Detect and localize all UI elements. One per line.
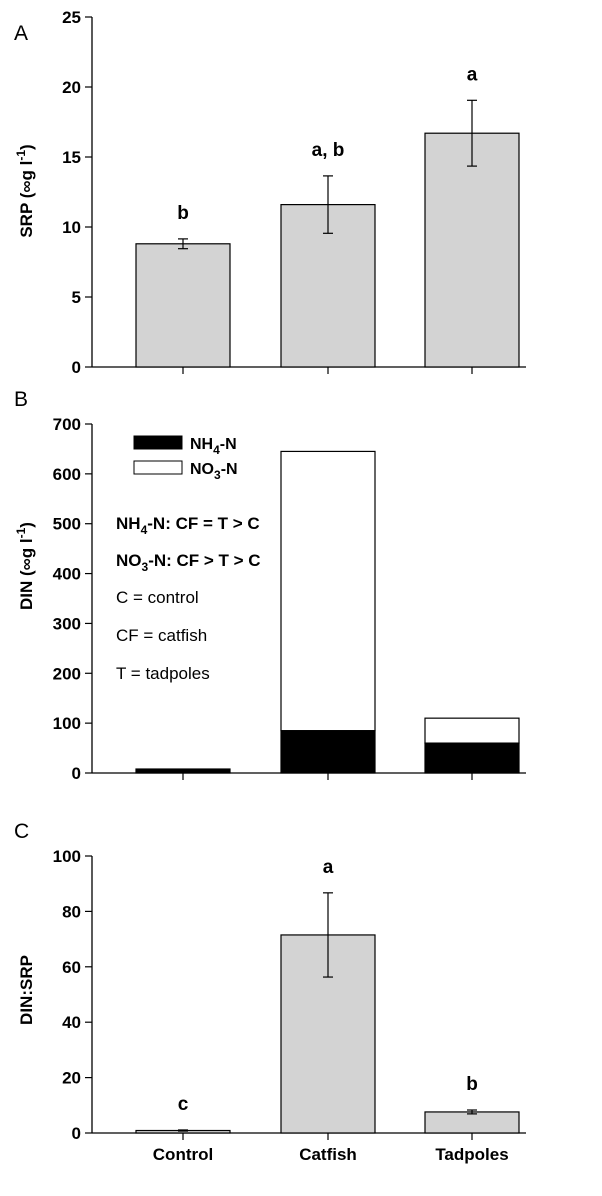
panel-c-significance-label: b: [466, 1074, 478, 1095]
panel-a-y-tick-label: 0: [72, 358, 81, 377]
panel-a-srp: A SRP (∞g l-1) 0 5 10 15 20 25 b a, b a: [14, 8, 526, 377]
panel-b-ylabel: DIN (∞g l-1): [14, 522, 36, 610]
panel-c-y-tick-label: 40: [62, 1013, 81, 1032]
panel-c-bar-tadpoles: [424, 1111, 520, 1134]
panel-c-significance-label: c: [178, 1094, 189, 1115]
panel-b-y-tick-label: 0: [72, 764, 81, 783]
panel-a-significance-label: a: [467, 64, 478, 85]
panel-a-ylabel: SRP (∞g l-1): [14, 144, 36, 237]
panel-a-y-tick-label: 20: [62, 78, 81, 97]
panel-a-y-tick-label: 5: [72, 288, 81, 307]
panel-a-ylabel-unit: ∞g l: [17, 161, 36, 193]
panel-c-y-tick-label: 60: [62, 958, 81, 977]
panel-b-din: B DIN (∞g l-1) 0 100 200 300 400 500 600 700 NH…: [14, 388, 526, 783]
legend-label-nh4: NH4-N: [190, 436, 237, 457]
panel-b-bar-nh4n-tadpoles: [424, 742, 520, 774]
annotation-key-control: C = control: [116, 588, 199, 607]
panel-b-bar-no3n-tadpoles: [424, 717, 520, 744]
legend-swatch-nh4: [133, 435, 183, 450]
panel-a-plot: 0 5 10 15 20 25 b a, b a: [62, 8, 526, 377]
panel-b-bar-nh4n-catfish: [280, 730, 376, 774]
panel-a-y-tick-label: 10: [62, 218, 81, 237]
panel-b-bar-no3n-catfish: [280, 450, 376, 732]
panel-c-plot: 0 20 40 60 80 100 c a b Control Catfish Tadpoles: [53, 847, 526, 1164]
panel-b-y-tick-label: 100: [53, 714, 81, 733]
panel-letter-c: C: [14, 820, 29, 843]
panel-c-ratio: C DIN:SRP 0 20 40 60 80 100 c a b Control Catfish T…: [14, 820, 526, 1164]
legend-swatch-no3: [133, 460, 183, 475]
panel-c-significance-label: a: [323, 857, 334, 878]
x-category-label-tadpoles: Tadpoles: [435, 1145, 508, 1164]
x-category-label-control: Control: [153, 1145, 213, 1164]
panel-b-y-tick-label: 600: [53, 465, 81, 484]
panel-b-y-tick-label: 700: [53, 415, 81, 434]
panel-b-y-tick-label: 400: [53, 565, 81, 584]
x-category-label-catfish: Catfish: [299, 1145, 357, 1164]
annotation-nh4: NH4-N: CF = T > C: [116, 514, 260, 537]
panel-c-y-tick-label: 0: [72, 1124, 81, 1143]
panel-c-y-tick-label: 100: [53, 847, 81, 866]
panel-b-plot: 0 100 200 300 400 500 600 700: [53, 415, 526, 783]
legend-label-no3: NO3-N: [190, 461, 238, 482]
annotation-no3: NO3-N: CF > T > C: [116, 551, 261, 574]
annotation-key-tadpoles: T = tadpoles: [116, 664, 210, 683]
panel-c-y-tick-label: 80: [62, 902, 81, 921]
panel-letter-b: B: [14, 388, 28, 411]
panel-a-significance-label: a, b: [312, 140, 345, 161]
panel-b-y-tick-label: 300: [53, 614, 81, 633]
panel-b-y-tick-label: 500: [53, 515, 81, 534]
annotation-block: NH4-N: CF = T > C NO3-N: CF > T > C C = …: [116, 514, 261, 683]
panel-b-y-tick-label: 200: [53, 664, 81, 683]
legend: NH4-N NO3-N: [133, 435, 238, 482]
panel-letter-a: A: [14, 22, 28, 45]
panel-a-bar-control: [135, 243, 231, 368]
panel-c-y-tick-label: 20: [62, 1069, 81, 1088]
panel-b-bar-nh4n-control: [135, 768, 231, 774]
panel-c-ylabel: DIN:SRP: [17, 955, 36, 1025]
panel-a-bar-tadpoles: [424, 132, 520, 368]
annotation-key-catfish: CF = catfish: [116, 626, 207, 645]
panel-a-y-tick-label: 15: [62, 148, 81, 167]
panel-a-significance-label: b: [177, 203, 189, 224]
panel-a-y-tick-label: 25: [62, 8, 81, 27]
